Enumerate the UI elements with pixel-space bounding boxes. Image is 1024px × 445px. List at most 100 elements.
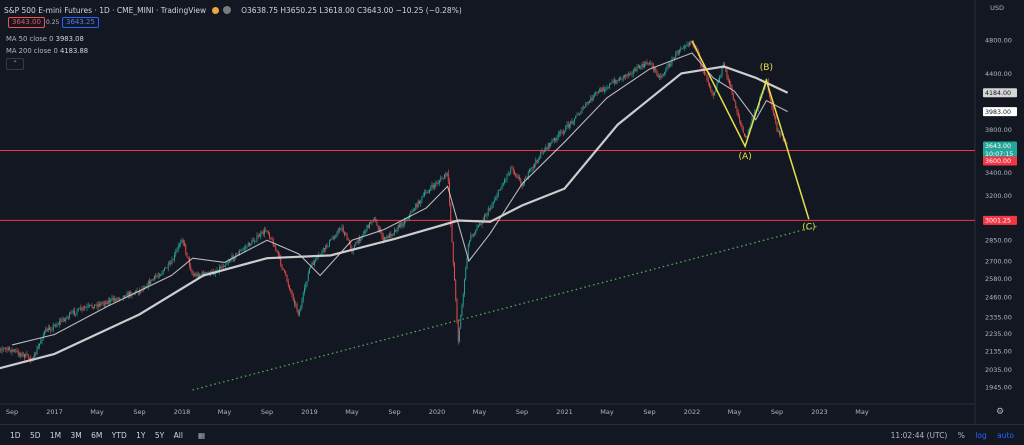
y-tick-label: 2460.00 — [985, 293, 1012, 301]
candle-body — [484, 215, 485, 221]
candle-body — [754, 112, 755, 117]
candle-body — [171, 259, 173, 264]
candle-body — [52, 325, 54, 330]
candle-body — [651, 63, 653, 65]
candle-body — [605, 89, 607, 90]
candle-body — [159, 275, 160, 277]
candle-body — [16, 351, 18, 352]
candle-body — [530, 169, 532, 170]
candle-body — [661, 75, 663, 78]
price-badge — [983, 141, 1017, 151]
range-5d[interactable]: 5D — [29, 430, 41, 440]
candle-body — [715, 88, 717, 93]
candle-body — [491, 204, 493, 209]
candle-body — [157, 275, 159, 277]
candle-body — [151, 279, 153, 281]
range-3m[interactable]: 3M — [70, 430, 82, 440]
candle-body — [164, 267, 165, 271]
candle-body — [72, 310, 74, 313]
range-6m[interactable]: 6M — [91, 430, 103, 440]
chevron-up-icon[interactable]: ⌃ — [6, 58, 24, 70]
footer-right: 11:02:44 (UTC) % log auto — [883, 431, 1014, 440]
range-1m[interactable]: 1M — [49, 430, 62, 440]
candle-body — [515, 173, 517, 176]
candle-body — [342, 227, 344, 233]
candle-body — [384, 237, 385, 241]
ask-price[interactable]: 3643.25 — [62, 17, 99, 28]
candle-body — [539, 157, 540, 159]
candle-body — [460, 315, 462, 329]
candle-body — [594, 93, 595, 96]
candle-body — [372, 219, 374, 222]
candle-body — [687, 44, 689, 45]
candle-body — [737, 111, 739, 117]
candle-body — [595, 92, 597, 94]
candle-body — [244, 248, 245, 250]
gear-icon[interactable]: ⚙ — [996, 407, 1005, 417]
candle-body — [711, 89, 713, 93]
candle-body — [686, 44, 688, 46]
range-all[interactable]: All — [173, 430, 183, 440]
candle-body — [774, 113, 775, 117]
auto-toggle[interactable]: auto — [997, 430, 1014, 440]
candle-body — [107, 300, 109, 305]
candle-body — [106, 301, 108, 305]
percent-toggle[interactable]: % — [957, 430, 965, 440]
candle-body — [221, 266, 223, 269]
candle-body — [292, 294, 294, 301]
candle-body — [19, 353, 20, 355]
candle-body — [161, 272, 163, 275]
candle-body — [64, 319, 65, 321]
bid-price[interactable]: 3643.00 — [8, 17, 45, 28]
clock-time[interactable]: 11:02:44 (UTC) — [890, 430, 948, 440]
candle-body — [89, 305, 90, 306]
candle-body — [249, 242, 250, 246]
candle-body — [10, 349, 12, 353]
candle-body — [451, 224, 453, 243]
candle-body — [575, 115, 577, 119]
candle-body — [162, 270, 164, 273]
candle-body — [40, 341, 42, 344]
candle-body — [432, 184, 434, 188]
calendar-icon[interactable]: ▦ — [197, 430, 206, 440]
symbol-title[interactable]: S&P 500 E-mini Futures · 1D · CME_MINI ·… — [4, 5, 207, 15]
delay-icon — [223, 6, 232, 14]
candle-body — [5, 348, 7, 349]
range-ytd[interactable]: YTD — [111, 430, 127, 440]
candle-body — [480, 223, 482, 225]
candle-body — [496, 195, 498, 199]
candle-body — [584, 107, 585, 108]
range-1y[interactable]: 1Y — [136, 430, 146, 440]
ma200-legend[interactable]: MA 200 close 0 4183.88 — [6, 47, 89, 55]
candle-body — [589, 100, 590, 103]
candle-body — [180, 242, 182, 245]
x-tick-label: May — [855, 408, 869, 416]
candle-body — [70, 312, 72, 314]
log-toggle[interactable]: log — [975, 430, 987, 440]
candle-body — [334, 237, 335, 239]
candle-body — [41, 339, 43, 342]
candle-body — [294, 300, 295, 305]
candle-body — [636, 67, 638, 72]
candle-body — [550, 142, 552, 146]
candle-body — [429, 189, 430, 193]
candle-body — [174, 254, 175, 260]
candle-body — [366, 224, 368, 231]
candle-body — [580, 112, 582, 114]
candle-body — [271, 239, 273, 240]
candle-body — [740, 120, 742, 125]
ma50-legend[interactable]: MA 50 close 0 3983.08 — [6, 35, 84, 43]
candle-body — [254, 241, 255, 243]
candle-body — [116, 297, 118, 301]
x-tick-label: Sep — [133, 408, 145, 416]
currency-label[interactable]: USD — [990, 4, 1004, 12]
candle-body — [646, 62, 648, 65]
candle-body — [682, 47, 684, 49]
range-1d[interactable]: 1D — [10, 430, 21, 440]
candle-body — [160, 274, 162, 277]
candle-body — [389, 233, 390, 238]
candle-body — [102, 303, 104, 304]
range-5y[interactable]: 5Y — [154, 430, 165, 440]
candle-body — [304, 287, 305, 294]
